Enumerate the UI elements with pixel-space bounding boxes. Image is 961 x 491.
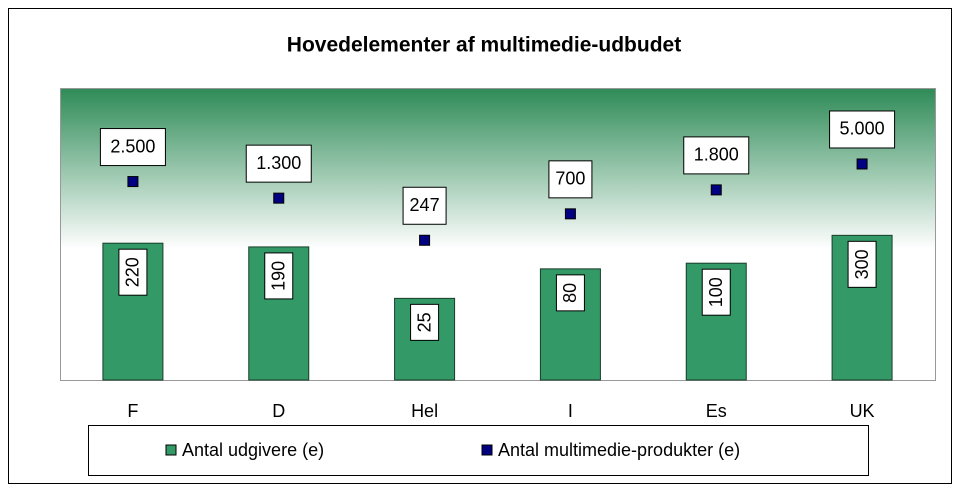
- marker-label-box: [683, 136, 750, 175]
- bar-label: 300: [852, 249, 872, 279]
- bar-label-box: [264, 252, 294, 300]
- marker-label-box: [99, 128, 166, 167]
- legend-swatch: [481, 444, 493, 456]
- bar-label-box: [410, 303, 440, 341]
- marker-label: 247: [410, 195, 440, 215]
- bar-label-box: [118, 248, 148, 296]
- bar-label: 80: [560, 283, 580, 303]
- legend-label: Antal multimedie-produkter (e): [498, 440, 740, 460]
- marker-label: 5.000: [840, 119, 885, 139]
- bar-label: 100: [706, 277, 726, 307]
- bar-label-box: [847, 240, 877, 288]
- plot-area: [60, 88, 936, 381]
- bar-label: 25: [414, 312, 434, 332]
- legend: [88, 425, 869, 476]
- x-tick-label: I: [568, 401, 573, 421]
- x-tick-label: UK: [850, 401, 875, 421]
- marker-label: 1.800: [694, 145, 739, 165]
- legend-label: Antal udgivere (e): [182, 440, 324, 460]
- bar-label-box: [555, 274, 585, 312]
- marker-label: 700: [555, 169, 585, 189]
- marker-label-box: [402, 186, 447, 225]
- bar-label: 190: [269, 261, 289, 291]
- legend-swatch: [165, 444, 177, 456]
- marker: [127, 176, 139, 188]
- x-tick-label: Hel: [411, 401, 438, 421]
- marker: [710, 184, 722, 196]
- marker: [419, 234, 431, 246]
- x-tick-label: Es: [706, 401, 727, 421]
- marker-label: 1.300: [256, 153, 301, 173]
- marker: [273, 192, 285, 204]
- bar-label: 220: [123, 257, 143, 287]
- bar-label-box: [701, 268, 731, 316]
- x-tick-label: D: [272, 401, 285, 421]
- marker-label-box: [245, 144, 312, 183]
- marker-label-box: [548, 160, 593, 199]
- marker-label: 2.500: [110, 136, 155, 156]
- chart-title: Hovedelementer af multimedie-udbudet: [287, 34, 681, 57]
- marker-label-box: [829, 110, 896, 149]
- marker: [856, 158, 868, 170]
- x-tick-label: F: [127, 401, 138, 421]
- marker: [564, 208, 576, 220]
